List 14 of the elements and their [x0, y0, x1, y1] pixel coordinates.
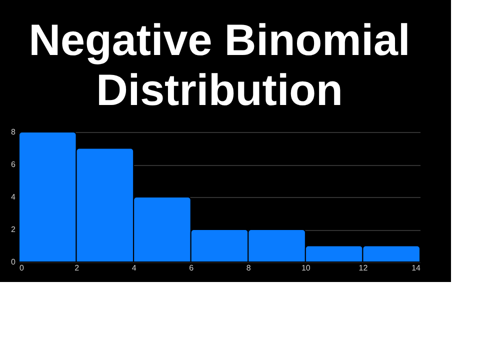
chart-title: Negative Binomial Distribution: [28, 16, 410, 115]
y-tick-label: 8: [11, 128, 16, 136]
x-tick-label: 12: [358, 264, 368, 272]
x-tick-label: 6: [189, 264, 194, 272]
x-tick-label: 2: [74, 264, 80, 272]
y-tick-label: 2: [11, 225, 16, 234]
y-tick-label: 0: [11, 258, 16, 266]
y-tick-label: 6: [11, 160, 16, 169]
x-tick-label: 0: [20, 264, 24, 272]
x-tick-label: 14: [412, 264, 422, 272]
x-tick-label: 8: [246, 264, 252, 272]
x-tick-label: 10: [301, 264, 311, 272]
y-tick-label: 4: [11, 192, 16, 202]
x-tick-label: 4: [132, 264, 137, 272]
